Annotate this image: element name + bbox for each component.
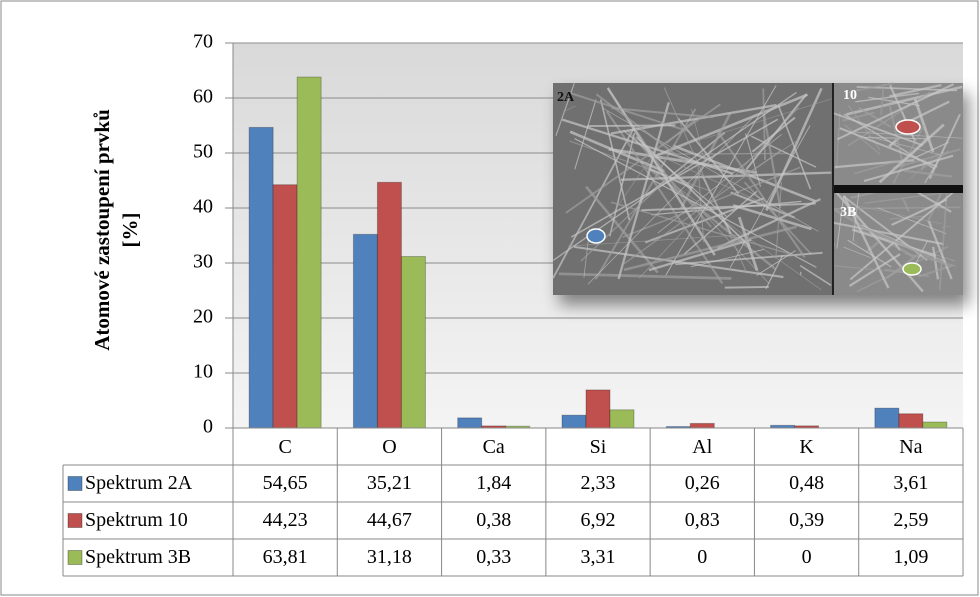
table-value: 44,67 [367,509,412,531]
bar [353,234,377,428]
table-value: 0,33 [476,546,511,568]
bar [273,185,297,428]
legend-label: Spektrum 3B [85,546,191,568]
x-tick-label: O [382,436,396,458]
bar [923,422,947,428]
bar [297,77,321,428]
table-value: 0,48 [789,472,824,494]
bar [610,410,634,428]
bar [690,423,714,428]
table-value: 0,83 [685,509,720,531]
bar [458,418,482,428]
x-tick-label: Na [899,436,922,458]
x-tick-label: Ca [483,436,505,458]
table-value: 3,61 [893,472,928,494]
scale-bar [833,185,963,193]
legend-swatch [68,551,82,565]
y-tick-label: 60 [193,86,213,108]
x-tick-label: Si [590,436,607,458]
spot-marker [587,229,605,243]
bar [377,182,401,428]
panel-label: 3B [840,205,856,220]
bar [562,415,586,428]
sem-fiber [587,125,675,126]
y-tick-label: 0 [203,416,213,438]
y-tick-label: 20 [193,306,213,328]
y-tick-label: 40 [193,196,213,218]
table-value: 0,39 [789,509,824,531]
table-value: 2,59 [893,509,928,531]
legend-label: Spektrum 10 [85,509,188,531]
y-tick-label: 30 [193,251,213,273]
y-tick-label: 70 [193,31,213,53]
legend-label: Spektrum 2A [85,472,193,494]
legend-swatch [68,477,82,491]
table-value: 2,33 [581,472,616,494]
y-tick-label: 10 [193,361,213,383]
legend-swatch [68,514,82,528]
table-value: 3,31 [581,546,616,568]
y-axis-label: [%] [118,213,142,248]
y-tick-label: 50 [193,141,213,163]
panel-label: 10 [843,88,857,103]
x-tick-label: K [799,436,814,458]
x-tick-label: C [278,436,291,458]
y-axis-label: Atomové zastoupení prvků [90,109,114,351]
bar [875,408,899,428]
spot-marker [903,263,921,275]
table-value: 63,81 [263,546,308,568]
sem-fiber [657,153,787,154]
table-value: 35,21 [367,472,412,494]
x-tick-label: Al [692,436,712,458]
sem-texture: 2A 10 3B [553,83,963,295]
panel-label: 2A [557,90,575,105]
table-value: 6,92 [581,509,616,531]
bar [401,257,425,428]
bar [249,127,273,428]
chart: Atomové zastoupení prvků [%] 0 10 20 30 40 50… [0,0,980,597]
table-value: 1,84 [476,472,511,494]
table-value: 0,26 [685,472,720,494]
table-value: 54,65 [263,472,308,494]
bar [899,414,923,428]
table-value: 31,18 [367,546,412,568]
bar [586,390,610,428]
table-value: 0 [802,546,812,568]
sem-fiber [725,287,769,288]
table-value: 1,09 [893,546,928,568]
table-value: 0,38 [476,509,511,531]
spot-marker [896,120,920,134]
table-value: 0 [697,546,707,568]
table-value: 44,23 [263,509,308,531]
